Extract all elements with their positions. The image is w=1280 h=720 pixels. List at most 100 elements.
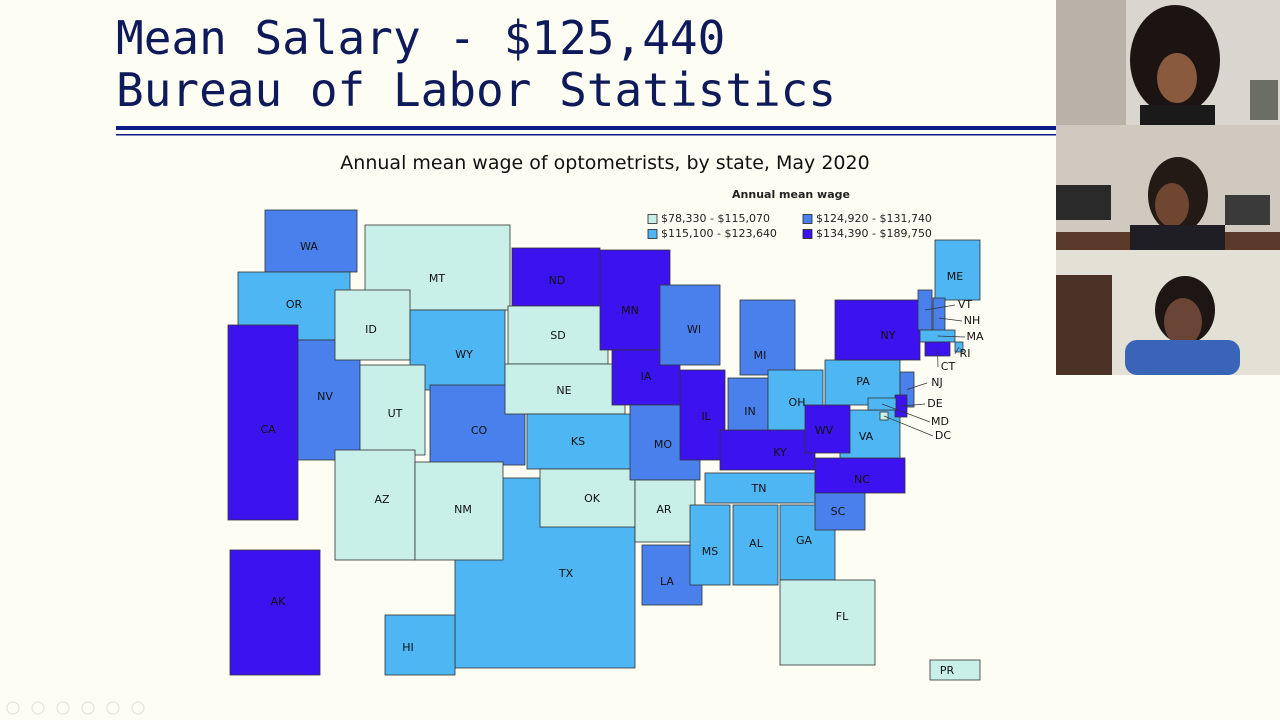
- map-title: Annual mean wage of optometrists, by sta…: [340, 152, 869, 174]
- state-shape: [739, 299, 796, 376]
- state-label: NE: [556, 384, 571, 397]
- state-label: OR: [286, 298, 303, 311]
- rule: [116, 126, 1056, 130]
- state-shape: [834, 299, 921, 361]
- leader-line: [954, 346, 960, 355]
- state-shape: [526, 413, 633, 470]
- state-shape: [732, 504, 779, 586]
- state-shape: [409, 309, 506, 391]
- state-shape: [504, 363, 626, 415]
- state-label: VT: [958, 298, 973, 311]
- state-label: IN: [744, 405, 755, 418]
- state-shape: [929, 659, 981, 681]
- state-label: TX: [558, 567, 574, 580]
- state-label: NM: [454, 503, 472, 516]
- state-label: SD: [550, 329, 565, 342]
- slide-title: Mean Salary - $125,440: [116, 11, 725, 65]
- map: TX WA OR NV CA MT ID WY UT AZ CO NM ND SD NE KS OK MN IA MO…: [227, 209, 984, 681]
- state-shape: [804, 404, 851, 454]
- leader-line: [924, 304, 956, 311]
- leader-line: [906, 382, 928, 390]
- state-shape: [229, 549, 321, 676]
- state-label: MD: [931, 415, 949, 428]
- legend-label: $115,100 - $123,640: [661, 227, 777, 240]
- legend-label: $78,330 - $115,070: [661, 212, 770, 225]
- video-tile: [1056, 125, 1280, 250]
- state-shape: [824, 359, 901, 406]
- state-label: NY: [881, 329, 896, 342]
- state-label: MN: [621, 304, 639, 317]
- state-shape: [511, 247, 601, 307]
- state-label: CA: [260, 423, 276, 436]
- state-shape: [779, 579, 876, 666]
- state-label: AK: [271, 595, 287, 608]
- state-label: MA: [966, 330, 983, 343]
- state-shape: [934, 239, 981, 301]
- state-label: ME: [947, 270, 963, 283]
- state-shape: [704, 472, 816, 504]
- state-label: DE: [927, 397, 942, 410]
- video-tile: [1056, 0, 1280, 125]
- leader-line: [937, 348, 939, 368]
- leader-line: [900, 403, 926, 407]
- state-shape: [719, 429, 816, 471]
- state-shape: [264, 209, 358, 273]
- state-label: UT: [388, 407, 403, 420]
- state-label: AR: [656, 503, 672, 516]
- state-label: NV: [317, 390, 333, 403]
- state-label: WI: [687, 323, 701, 336]
- state-label: MS: [702, 545, 718, 558]
- state-label: HI: [402, 641, 414, 654]
- state-shape: [814, 489, 866, 531]
- state-shape: [359, 364, 426, 456]
- state-shape: [227, 324, 299, 521]
- state-label: RI: [960, 347, 971, 360]
- state-label: NC: [854, 473, 870, 486]
- state-label: KS: [571, 435, 585, 448]
- state-label: PR: [940, 664, 955, 677]
- legend-label: $124,920 - $131,740: [816, 212, 932, 225]
- state-label: LA: [660, 575, 674, 588]
- state-shape: [689, 504, 731, 586]
- state-shape: [384, 614, 456, 676]
- legend-swatch: [647, 214, 658, 224]
- legend: $78,330 - $115,070 $115,100 - $123,640 $12…: [647, 212, 932, 240]
- state-label: CO: [471, 424, 488, 437]
- state-label: AZ: [374, 493, 390, 506]
- rule: [116, 134, 1056, 136]
- state-label: PA: [856, 375, 870, 388]
- state-shape: [679, 369, 726, 461]
- state-label: OK: [584, 492, 601, 505]
- state-label: VA: [859, 430, 874, 443]
- legend-swatch: [802, 214, 813, 224]
- leader-line: [938, 317, 963, 322]
- legend-swatch: [647, 229, 658, 239]
- leader-line: [881, 403, 931, 423]
- state-shape: [414, 461, 504, 561]
- state-label: MT: [429, 272, 445, 285]
- state-label: AL: [749, 537, 764, 550]
- legend-swatch: [802, 229, 813, 239]
- state-label: FL: [836, 610, 849, 623]
- state-shape: [599, 249, 671, 351]
- state-label: NH: [964, 314, 981, 327]
- state-shape: [659, 284, 721, 366]
- legend-title: Annual mean wage: [732, 188, 850, 201]
- slide-title: Bureau of Labor Statistics: [116, 63, 836, 117]
- state-label: WY: [455, 348, 473, 361]
- state-label: CT: [941, 360, 956, 373]
- legend-label: $134,390 - $189,750: [816, 227, 932, 240]
- state-shape: [334, 449, 416, 561]
- state-shape: [634, 479, 696, 543]
- state-label: IA: [641, 370, 652, 383]
- leader-line: [937, 335, 966, 338]
- state-shape: [814, 457, 906, 494]
- presenter-toolbar[interactable]: [6, 701, 145, 715]
- state-label: MI: [754, 349, 767, 362]
- state-label: SC: [831, 505, 846, 518]
- state-label: WA: [300, 240, 318, 253]
- state-label: MO: [654, 438, 672, 451]
- state-label: ID: [365, 323, 377, 336]
- state-shape: [334, 289, 411, 361]
